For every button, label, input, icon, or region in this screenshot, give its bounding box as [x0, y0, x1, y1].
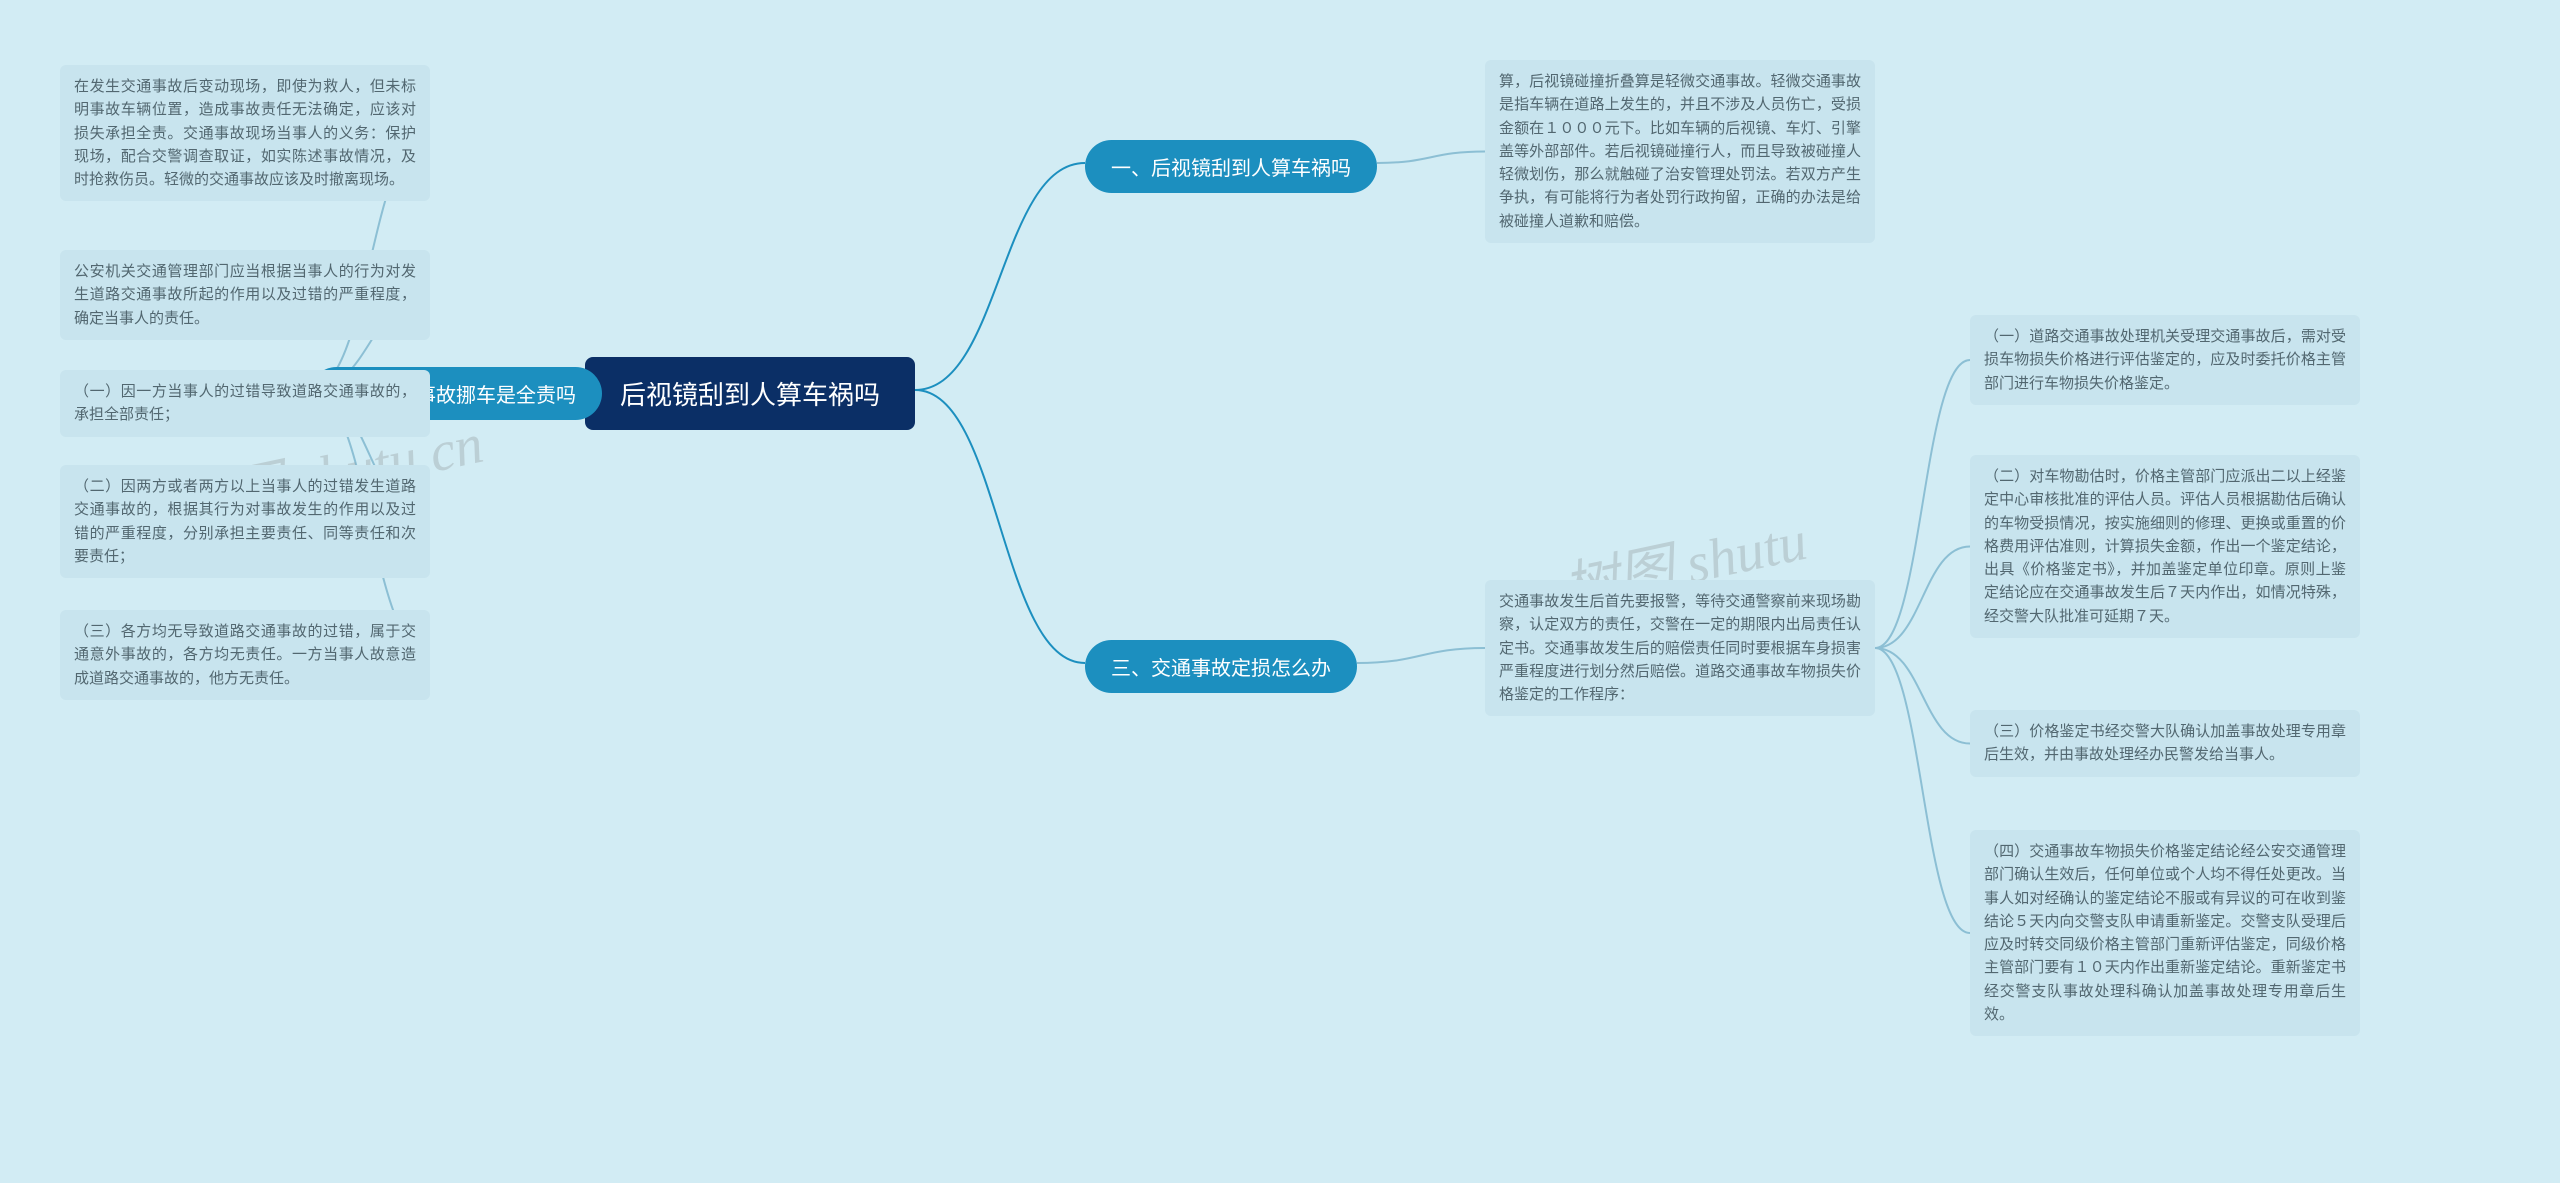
leaf-node-3-4: （四）交通事故车物损失价格鉴定结论经公安交通管理部门确认生效后，任何单位或个人均…	[1970, 830, 2360, 1036]
leaf-node-3-3: （三）价格鉴定书经交警大队确认加盖事故处理专用章后生效，并由事故处理经办民警发给…	[1970, 710, 2360, 777]
leaf-node-2-4: （三）各方均无导致道路交通事故的过错，属于交通意外事故的，各方均无责任。一方当事…	[60, 610, 430, 700]
leaf-node-2-2: （一）因一方当事人的过错导致道路交通事故的，承担全部责任；	[60, 370, 430, 437]
leaf-node-2-0: 在发生交通事故后变动现场，即使为救人，但未标明事故车辆位置，造成事故责任无法确定…	[60, 65, 430, 201]
branch-node-1: 一、后视镜刮到人算车祸吗	[1085, 140, 1377, 193]
leaf-node-3-1: （一）道路交通事故处理机关受理交通事故后，需对受损车物损失价格进行评估鉴定的，应…	[1970, 315, 2360, 405]
center-node: 后视镜刮到人算车祸吗	[585, 357, 915, 430]
leaf-node-2-1: 公安机关交通管理部门应当根据当事人的行为对发生道路交通事故所起的作用以及过错的严…	[60, 250, 430, 340]
leaf-node-1-0: 算，后视镜碰撞折叠算是轻微交通事故。轻微交通事故是指车辆在道路上发生的，并且不涉…	[1485, 60, 1875, 243]
leaf-node-2-3: （二）因两方或者两方以上当事人的过错发生道路交通事故的，根据其行为对事故发生的作…	[60, 465, 430, 578]
leaf-node-3-2: （二）对车物勘估时，价格主管部门应派出二以上经鉴定中心审核批准的评估人员。评估人…	[1970, 455, 2360, 638]
branch-node-3: 三、交通事故定损怎么办	[1085, 640, 1357, 693]
leaf-node-3-0: 交通事故发生后首先要报警，等待交通警察前来现场勘察，认定双方的责任，交警在一定的…	[1485, 580, 1875, 716]
